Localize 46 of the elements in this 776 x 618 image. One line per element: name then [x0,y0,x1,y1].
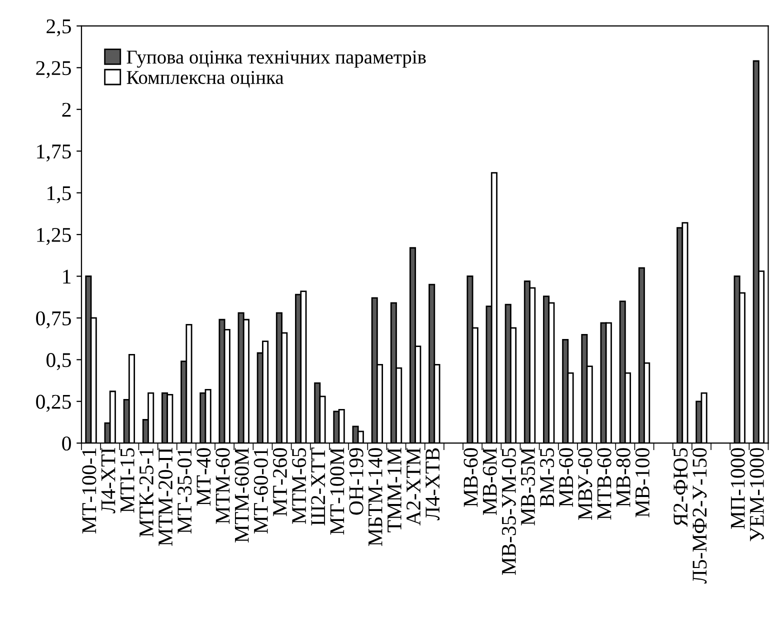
x-tick-label: Л5-МФ2-У-150 [692,448,707,584]
x-tick-label: МВ-35М [520,448,535,526]
y-tick-label: 0,25 [36,394,71,412]
x-tick-label: УЕМ-1000 [750,448,764,542]
x-tick-label: МВ-60 [559,448,574,507]
x-tick-label: Л4-ХТІ [101,448,116,514]
x-tick-label: МТ-100-1 [82,448,96,534]
x-tick-label: МТ-100М [330,448,344,535]
y-tick-label: 2,25 [36,61,71,78]
x-tick-label: МБТМ-140 [368,448,382,546]
y-tick-label: 2,5 [46,19,71,36]
x-tick-label: МТВ-60 [597,448,612,520]
x-tick-label: МТК-25-1 [139,448,154,537]
x-tick-label: Л4-ХТВ [426,448,440,520]
x-tick-label: МТМ-20-П [158,448,173,546]
y-tick-label: 0,5 [46,353,71,370]
x-tick-label: ВМ-35 [540,448,554,507]
x-tick-label: ОН-199 [349,448,364,515]
x-tick-label: Ш2-ХТТ [311,448,325,526]
x-tick-label: МВ-35-УМ-05 [502,448,516,575]
legend-label: Гупова оцінка технічних параметрів [126,50,426,68]
x-tick-label: МТ-60-01 [254,448,268,534]
x-tick-label: А2-ХТМ [406,448,420,526]
x-tick-label: МВ-100 [635,448,650,518]
x-tick-label: ТММ-1М [388,448,402,532]
x-tick-label: МП-1000 [730,448,745,529]
x-tick-label: МТ-40 [196,448,211,506]
x-tick-label: МВ-80 [616,448,630,507]
y-tick-label: 1,25 [37,228,71,245]
y-tick-label: 0,75 [36,311,71,328]
y-tick-label: 1,75 [37,144,71,162]
x-tick-label: МТМ-60М [234,448,249,542]
x-tick-label: МТ-260 [272,448,287,516]
x-tick-label: МВ-6М [482,448,497,515]
x-tick-label: МВ-60 [464,448,478,507]
x-tick-label: МТМ-65 [292,448,306,524]
x-tick-label: МТ-35-01 [178,448,192,534]
x-tick-label: МТМ-60 [216,448,230,524]
x-tick-label: МВУ-60 [578,448,592,520]
x-tick-label: Я2-ФЮ5 [674,448,688,527]
x-tick-label: МТІ-15 [120,448,134,513]
y-tick-label: 2 [62,102,71,117]
y-tick-label: 1,5 [48,186,71,204]
y-tick-label: 1 [63,270,71,284]
y-tick-label: 0 [62,436,71,451]
legend-label: Комплексна оцінка [126,70,284,88]
